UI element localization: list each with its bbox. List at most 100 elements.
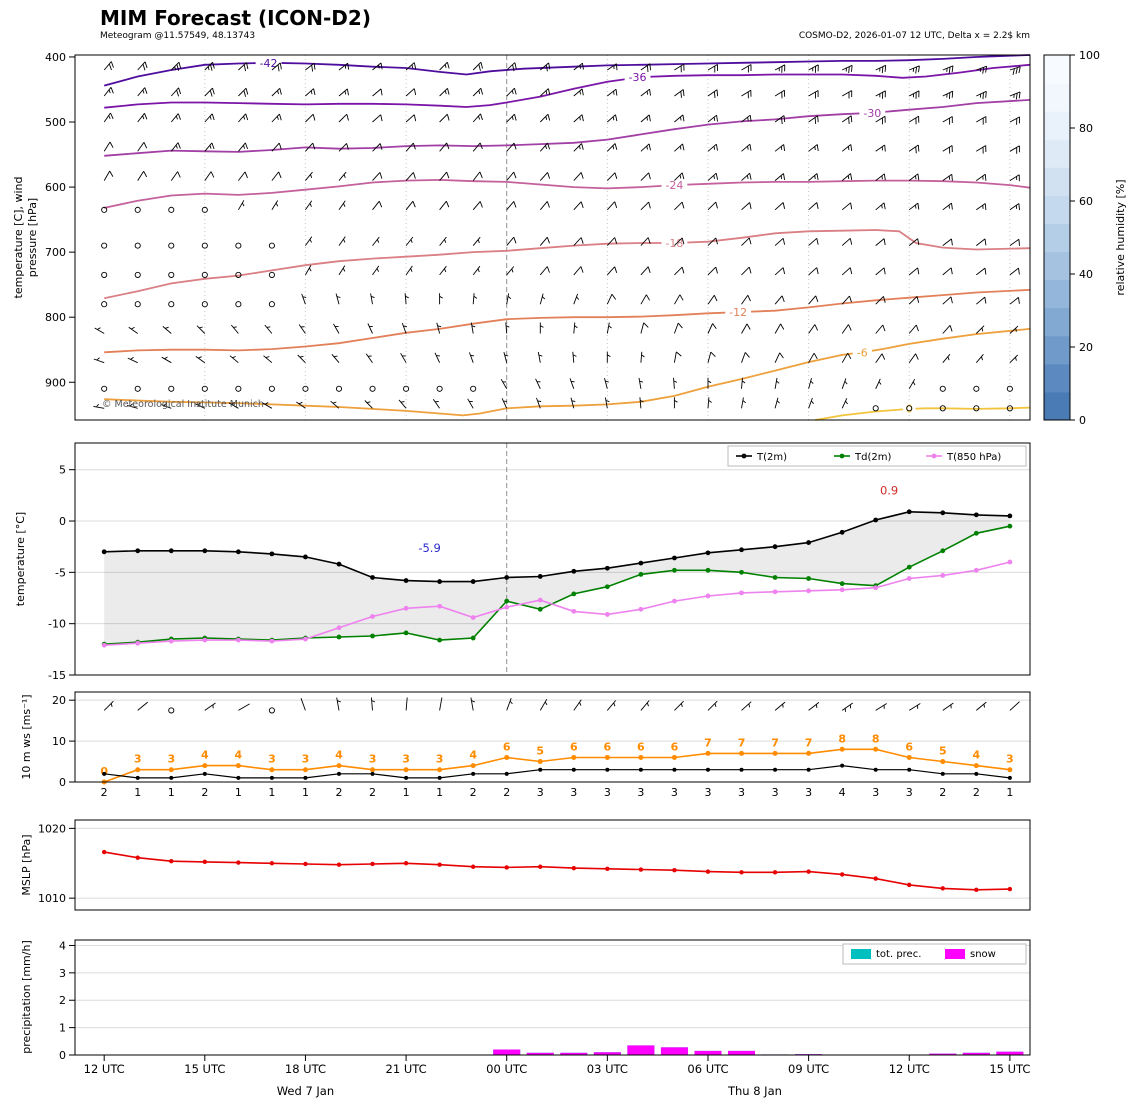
svg-text:5: 5 (536, 745, 544, 758)
svg-text:2: 2 (973, 786, 980, 799)
svg-text:06 UTC: 06 UTC (687, 1062, 728, 1076)
svg-text:8: 8 (872, 732, 880, 745)
svg-text:10: 10 (52, 735, 66, 748)
svg-text:3: 3 (570, 786, 577, 799)
svg-text:4: 4 (973, 749, 981, 762)
svg-text:-36: -36 (629, 71, 647, 84)
svg-text:1: 1 (168, 786, 175, 799)
svg-text:1: 1 (59, 1022, 66, 1035)
svg-text:pressure [hPa]: pressure [hPa] (26, 198, 39, 277)
svg-text:1: 1 (235, 786, 242, 799)
svg-text:500: 500 (45, 116, 66, 129)
svg-text:10 m ws [ms⁻¹]: 10 m ws [ms⁻¹] (20, 694, 33, 779)
svg-text:3: 3 (369, 753, 377, 766)
svg-text:12 UTC: 12 UTC (84, 1062, 125, 1076)
svg-text:20: 20 (1079, 341, 1093, 354)
page-title: MIM Forecast (ICON-D2) (100, 6, 371, 30)
model-run-info: COSMO-D2, 2026-01-07 12 UTC, Delta x = 2… (798, 31, 1030, 41)
svg-text:4: 4 (201, 749, 209, 762)
svg-text:1: 1 (268, 786, 275, 799)
copyright-notice: © Meteorological Institute Munich (102, 399, 264, 410)
svg-text:0: 0 (906, 402, 913, 415)
svg-text:snow: snow (970, 949, 996, 960)
svg-text:4: 4 (235, 749, 243, 762)
svg-text:400: 400 (45, 51, 66, 64)
svg-text:T(850 hPa): T(850 hPa) (946, 452, 1001, 463)
svg-text:3: 3 (872, 786, 879, 799)
svg-text:-10: -10 (48, 618, 66, 631)
svg-text:3: 3 (906, 786, 913, 799)
svg-text:6: 6 (604, 740, 612, 753)
panel-precip: 0 1 2 3 4 precipitation [mm/h] (20, 939, 1031, 1062)
upper-air-wind-barbs (93, 61, 1021, 412)
svg-text:12 UTC: 12 UTC (889, 1062, 930, 1076)
svg-text:3: 3 (604, 786, 611, 799)
svg-text:40: 40 (1079, 268, 1093, 281)
svg-text:7: 7 (805, 736, 813, 749)
svg-text:Wed 7 Jan: Wed 7 Jan (277, 1084, 334, 1098)
svg-text:3: 3 (59, 967, 66, 980)
svg-text:1010: 1010 (38, 892, 66, 905)
svg-text:2: 2 (59, 994, 66, 1007)
svg-text:0: 0 (59, 515, 66, 528)
svg-text:precipitation [mm/h]: precipitation [mm/h] (20, 940, 33, 1054)
svg-text:-5: -5 (55, 566, 66, 579)
svg-text:tot. prec.: tot. prec. (876, 949, 921, 960)
svg-text:3: 3 (772, 786, 779, 799)
svg-text:relative humidity [%]: relative humidity [%] (1114, 179, 1127, 295)
svg-text:6: 6 (503, 740, 511, 753)
svg-text:3: 3 (167, 753, 175, 766)
svg-text:2: 2 (470, 786, 477, 799)
svg-text:3: 3 (1006, 753, 1014, 766)
svg-text:2: 2 (369, 786, 376, 799)
svg-text:0.9: 0.9 (880, 483, 898, 497)
svg-text:3: 3 (302, 753, 310, 766)
svg-text:03 UTC: 03 UTC (587, 1062, 628, 1076)
svg-text:3: 3 (268, 753, 276, 766)
svg-text:3: 3 (738, 786, 745, 799)
svg-text:7: 7 (704, 736, 712, 749)
svg-text:700: 700 (45, 246, 66, 259)
time-axis: 12 UTC 15 UTC 18 UTC 21 UTC 00 UTC 03 UTC 06 U… (84, 1055, 1030, 1098)
svg-text:3: 3 (402, 753, 410, 766)
svg-text:MSLP [hPa]: MSLP [hPa] (20, 834, 33, 895)
svg-text:-5.9: -5.9 (418, 541, 440, 555)
svg-text:1: 1 (403, 786, 410, 799)
svg-text:-18: -18 (665, 237, 683, 250)
svg-text:2: 2 (101, 786, 108, 799)
svg-text:3: 3 (704, 786, 711, 799)
svg-text:-12: -12 (729, 306, 747, 319)
svg-text:18 UTC: 18 UTC (285, 1062, 326, 1076)
svg-text:0: 0 (1079, 414, 1086, 427)
svg-text:7: 7 (771, 736, 779, 749)
svg-text:3: 3 (637, 786, 644, 799)
svg-text:5: 5 (939, 745, 947, 758)
svg-text:21 UTC: 21 UTC (386, 1062, 427, 1076)
temperature-legend: T(2m) Td(2m) T(850 hPa) (727, 445, 1027, 467)
svg-text:0: 0 (100, 765, 108, 778)
svg-text:2: 2 (503, 786, 510, 799)
svg-text:0: 0 (59, 1049, 66, 1062)
svg-text:2: 2 (201, 786, 208, 799)
svg-text:-30: -30 (863, 107, 881, 120)
svg-text:4: 4 (839, 786, 846, 799)
svg-text:15 UTC: 15 UTC (184, 1062, 225, 1076)
panel-temperature: -5.9 0.9 5 0 -5 -10 -15 temperature [°C] (14, 442, 1031, 682)
svg-text:20: 20 (52, 694, 66, 707)
svg-text:4: 4 (59, 939, 66, 952)
svg-text:-15: -15 (48, 669, 66, 682)
svg-text:1: 1 (436, 786, 443, 799)
svg-text:09 UTC: 09 UTC (788, 1062, 829, 1076)
svg-text:600: 600 (45, 181, 66, 194)
svg-text:4: 4 (469, 749, 477, 762)
svg-text:temperature [C], wind: temperature [C], wind (12, 177, 25, 299)
svg-text:60: 60 (1079, 195, 1093, 208)
svg-text:Td(2m): Td(2m) (854, 452, 891, 463)
svg-text:-6: -6 (857, 346, 868, 359)
panel-upper-air: -42 -36 -30 -24 -18 -12 -6 0 400 500 600 700 800 900 t… (12, 51, 1031, 421)
svg-text:6: 6 (905, 740, 913, 753)
svg-text:00 UTC: 00 UTC (486, 1062, 527, 1076)
svg-text:-24: -24 (665, 179, 683, 192)
